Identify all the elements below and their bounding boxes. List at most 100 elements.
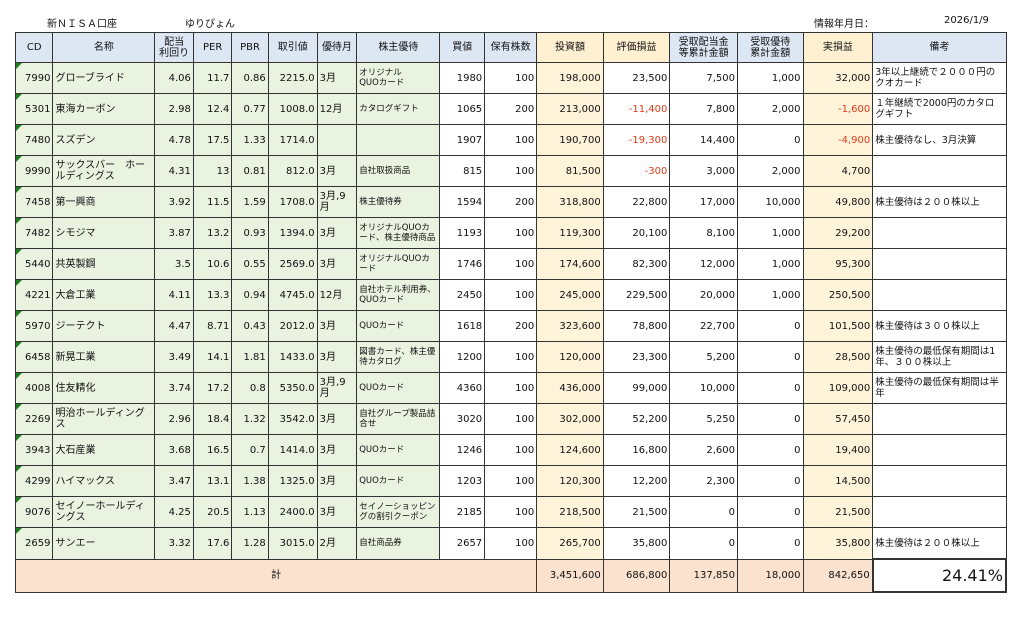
column-header[interactable]: CD (14, 32, 54, 63)
cell-dividend-yield[interactable]: 3.49 (154, 341, 194, 373)
cell-note[interactable]: 株主優待は３００株以上 (872, 310, 1007, 342)
column-header[interactable]: 備考 (872, 32, 1007, 63)
cell-buy-price[interactable]: 1203 (439, 465, 486, 497)
cell-dividend-total[interactable]: 14,400 (669, 124, 738, 156)
cell-investment[interactable]: 436,000 (536, 372, 604, 404)
total-div[interactable]: 137,850 (669, 558, 738, 593)
total-real[interactable]: 842,650 (802, 558, 874, 593)
cell-name[interactable]: シモジマ (52, 217, 156, 249)
cell-shares[interactable]: 100 (484, 248, 538, 280)
cell-per[interactable]: 17.6 (192, 527, 233, 560)
cell-investment[interactable]: 245,000 (536, 279, 604, 311)
cell-shares[interactable]: 100 (484, 434, 538, 466)
cell-benefit-month[interactable]: 3月 (316, 496, 358, 528)
total-eval[interactable]: 686,800 (602, 558, 671, 593)
cell-eval-gain[interactable]: 82,300 (602, 248, 671, 280)
cell-dividend-yield[interactable]: 3.74 (154, 372, 194, 404)
cell-name[interactable]: セイノーホールディングス (52, 496, 156, 528)
cell-code[interactable]: 5301 (14, 93, 54, 125)
cell-benefit-total[interactable]: 10,000 (736, 186, 804, 218)
cell-investment[interactable]: 323,600 (536, 310, 604, 342)
cell-dividend-total[interactable]: 2,300 (669, 465, 738, 497)
cell-benefit[interactable]: 自社取扱商品 (356, 155, 441, 187)
cell-benefit[interactable]: オリジナルQUOカード、株主優待商品 (356, 217, 441, 249)
cell-dividend-total[interactable]: 0 (669, 496, 738, 528)
cell-buy-price[interactable]: 2450 (439, 279, 486, 311)
column-header[interactable]: 受取配当金 等累計金額 (669, 32, 738, 63)
cell-price[interactable]: 1714.0 (267, 124, 318, 156)
cell-dividend-total[interactable]: 22,700 (669, 310, 738, 342)
cell-dividend-total[interactable]: 10,000 (669, 372, 738, 404)
cell-dividend-yield[interactable]: 4.11 (154, 279, 194, 311)
cell-code[interactable]: 3943 (14, 434, 54, 466)
cell-note[interactable] (872, 155, 1007, 187)
cell-note[interactable]: 株主優待は２００株以上 (872, 527, 1007, 560)
total-invest[interactable]: 3,451,600 (536, 558, 604, 593)
cell-realized[interactable]: 101,500 (802, 310, 874, 342)
column-header[interactable]: 投資額 (536, 32, 604, 63)
cell-realized[interactable]: 57,450 (802, 403, 874, 435)
column-header[interactable]: 取引値 (267, 32, 318, 63)
cell-name[interactable]: 大倉工業 (52, 279, 156, 311)
cell-price[interactable]: 1008.0 (267, 93, 318, 125)
total-yutai[interactable]: 18,000 (736, 558, 804, 593)
cell-buy-price[interactable]: 1980 (439, 62, 486, 94)
cell-code[interactable]: 7458 (14, 186, 54, 218)
cell-dividend-yield[interactable]: 3.68 (154, 434, 194, 466)
cell-code[interactable]: 4221 (14, 279, 54, 311)
column-header[interactable]: 受取優待 累計金額 (736, 32, 804, 63)
cell-dividend-yield[interactable]: 2.96 (154, 403, 194, 435)
column-header[interactable]: 名称 (52, 32, 156, 63)
cell-buy-price[interactable]: 1193 (439, 217, 486, 249)
cell-shares[interactable]: 100 (484, 527, 538, 560)
cell-note[interactable] (872, 465, 1007, 497)
cell-investment[interactable]: 198,000 (536, 62, 604, 94)
cell-dividend-yield[interactable]: 2.98 (154, 93, 194, 125)
cell-realized[interactable]: 21,500 (802, 496, 874, 528)
cell-benefit[interactable]: QUOカード (356, 465, 441, 497)
cell-dividend-yield[interactable]: 4.06 (154, 62, 194, 94)
cell-pbr[interactable]: 1.13 (231, 496, 269, 528)
cell-per[interactable]: 13.2 (192, 217, 233, 249)
cell-investment[interactable]: 119,300 (536, 217, 604, 249)
cell-realized[interactable]: 29,200 (802, 217, 874, 249)
cell-benefit-month[interactable]: 3月 (316, 310, 358, 342)
cell-dividend-total[interactable]: 2,600 (669, 434, 738, 466)
cell-eval-gain[interactable]: 229,500 (602, 279, 671, 311)
cell-note[interactable] (872, 279, 1007, 311)
cell-shares[interactable]: 100 (484, 496, 538, 528)
cell-name[interactable]: 共英製鋼 (52, 248, 156, 280)
cell-name[interactable]: 第一興商 (52, 186, 156, 218)
cell-realized[interactable]: 32,000 (802, 62, 874, 94)
cell-note[interactable] (872, 248, 1007, 280)
cell-pbr[interactable]: 0.93 (231, 217, 269, 249)
cell-name[interactable]: サックスバー ホールディングス (52, 155, 156, 187)
column-header[interactable]: 保有株数 (484, 32, 538, 63)
cell-buy-price[interactable]: 1618 (439, 310, 486, 342)
cell-price[interactable]: 1394.0 (267, 217, 318, 249)
cell-investment[interactable]: 81,500 (536, 155, 604, 187)
column-header[interactable]: PER (192, 32, 233, 63)
cell-benefit[interactable]: QUOカード (356, 310, 441, 342)
cell-dividend-yield[interactable]: 3.87 (154, 217, 194, 249)
cell-note[interactable] (872, 403, 1007, 435)
cell-per[interactable]: 13.3 (192, 279, 233, 311)
cell-per[interactable]: 8.71 (192, 310, 233, 342)
cell-benefit-total[interactable]: 2,000 (736, 155, 804, 187)
cell-code[interactable]: 7482 (14, 217, 54, 249)
cell-dividend-yield[interactable]: 3.47 (154, 465, 194, 497)
cell-note[interactable]: １年継続で2000円のカタログギフト (872, 93, 1007, 125)
cell-investment[interactable]: 265,700 (536, 527, 604, 560)
column-header[interactable]: PBR (231, 32, 269, 63)
cell-dividend-total[interactable]: 5,200 (669, 341, 738, 373)
cell-note[interactable]: 株主優待の最低保有期間は1年、３００株以上 (872, 341, 1007, 373)
cell-buy-price[interactable]: 3020 (439, 403, 486, 435)
cell-per[interactable]: 11.7 (192, 62, 233, 94)
cell-dividend-yield[interactable]: 3.5 (154, 248, 194, 280)
cell-per[interactable]: 13.1 (192, 465, 233, 497)
cell-name[interactable]: グローブライド (52, 62, 156, 94)
cell-benefit-total[interactable]: 1,000 (736, 217, 804, 249)
total-ratio[interactable]: 24.41% (871, 558, 1008, 593)
cell-benefit-month[interactable]: 3月,9月 (316, 372, 358, 404)
cell-code[interactable]: 7990 (14, 62, 54, 94)
